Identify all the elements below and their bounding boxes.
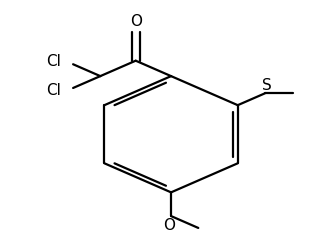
Text: O: O (130, 14, 142, 29)
Text: Cl: Cl (46, 54, 61, 69)
Text: S: S (262, 78, 271, 93)
Text: Cl: Cl (46, 83, 61, 98)
Text: O: O (164, 218, 176, 233)
